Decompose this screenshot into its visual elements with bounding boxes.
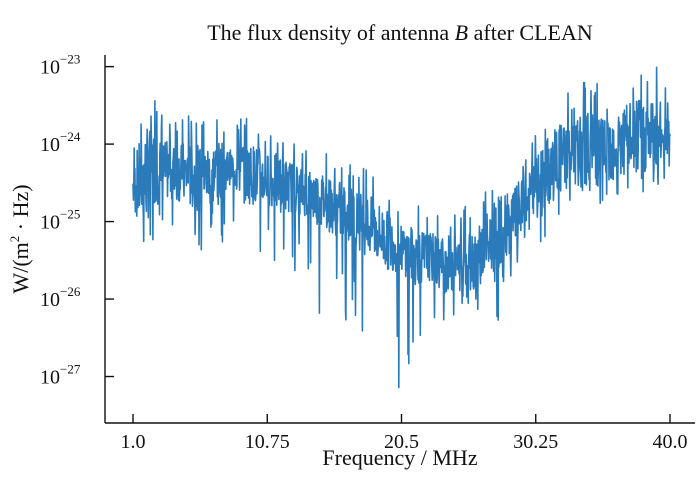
x-tick-label: 20.5	[384, 431, 419, 453]
x-tick-label: 40.0	[653, 431, 688, 453]
x-tick-label: 10.75	[245, 431, 290, 453]
y-tick-label: 10−23	[40, 52, 80, 79]
x-tick-label: 30.25	[513, 431, 558, 453]
data-series-antenna-b	[132, 66, 671, 389]
plot-area	[132, 66, 671, 389]
x-axis-ticks: 1.0 10.75 20.5 30.25 40.0	[121, 414, 688, 453]
y-axis-label: W/(m2 · Hz)	[7, 184, 33, 293]
x-tick-label: 1.0	[121, 431, 146, 453]
y-axis-ticks: 10−23 10−24 10−25 10−26 10−27	[40, 52, 114, 389]
x-axis-label: Frequency / MHz	[322, 445, 477, 470]
y-tick-label: 10−26	[40, 284, 81, 311]
y-tick-label: 10−24	[40, 129, 81, 156]
chart-title: The flux density of antenna B after CLEA…	[207, 20, 593, 45]
y-tick-label: 10−27	[40, 362, 81, 389]
y-tick-label: 10−25	[40, 207, 80, 234]
